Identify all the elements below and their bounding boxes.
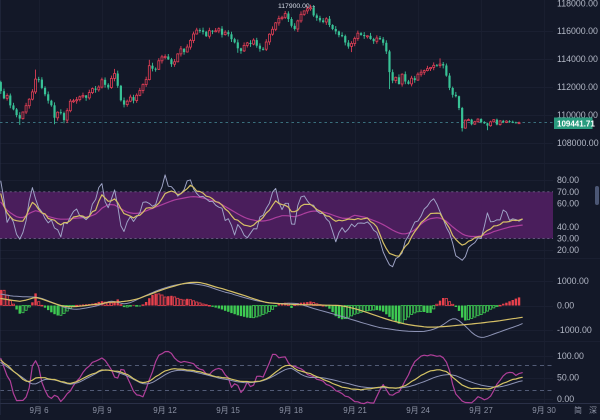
svg-text:20.00: 20.00: [557, 245, 579, 255]
svg-text:100.00: 100.00: [557, 351, 584, 361]
svg-text:-1000.00: -1000.00: [557, 325, 592, 335]
svg-text:118000.00: 118000.00: [557, 0, 598, 8]
svg-text:60.00: 60.00: [557, 198, 579, 208]
svg-text:9月 18: 9月 18: [279, 406, 303, 415]
svg-text:70.00: 70.00: [557, 187, 579, 197]
svg-text:深: 深: [589, 406, 597, 415]
svg-text:→: →: [309, 1, 317, 10]
svg-text:50.00: 50.00: [557, 373, 579, 383]
svg-text:简: 简: [574, 405, 582, 415]
svg-text:9月 24: 9月 24: [406, 406, 430, 415]
svg-text:0.00: 0.00: [557, 394, 574, 404]
svg-text:80.00: 80.00: [557, 175, 579, 185]
svg-text:9月 15: 9月 15: [216, 406, 240, 415]
svg-text:1000.00: 1000.00: [557, 276, 589, 286]
svg-text:0.00: 0.00: [557, 301, 574, 311]
svg-text:109441.71: 109441.71: [557, 120, 595, 129]
svg-text:117900.00: 117900.00: [278, 3, 310, 10]
svg-text:9月 12: 9月 12: [153, 406, 177, 415]
svg-text:116000.00: 116000.00: [557, 26, 598, 36]
svg-text:9月 21: 9月 21: [343, 406, 367, 415]
svg-text:9月 27: 9月 27: [469, 406, 493, 415]
svg-text:114000.00: 114000.00: [557, 54, 598, 64]
svg-text:40.00: 40.00: [557, 222, 579, 232]
svg-text:9月 9: 9月 9: [92, 406, 112, 415]
svg-text:9月 30: 9月 30: [532, 406, 556, 415]
svg-text:30.00: 30.00: [557, 234, 579, 244]
svg-text:112000.00: 112000.00: [557, 82, 598, 92]
svg-text:110000.00: 110000.00: [557, 110, 598, 120]
svg-text:9月 6: 9月 6: [29, 406, 49, 415]
svg-text:108000.00: 108000.00: [557, 138, 599, 148]
